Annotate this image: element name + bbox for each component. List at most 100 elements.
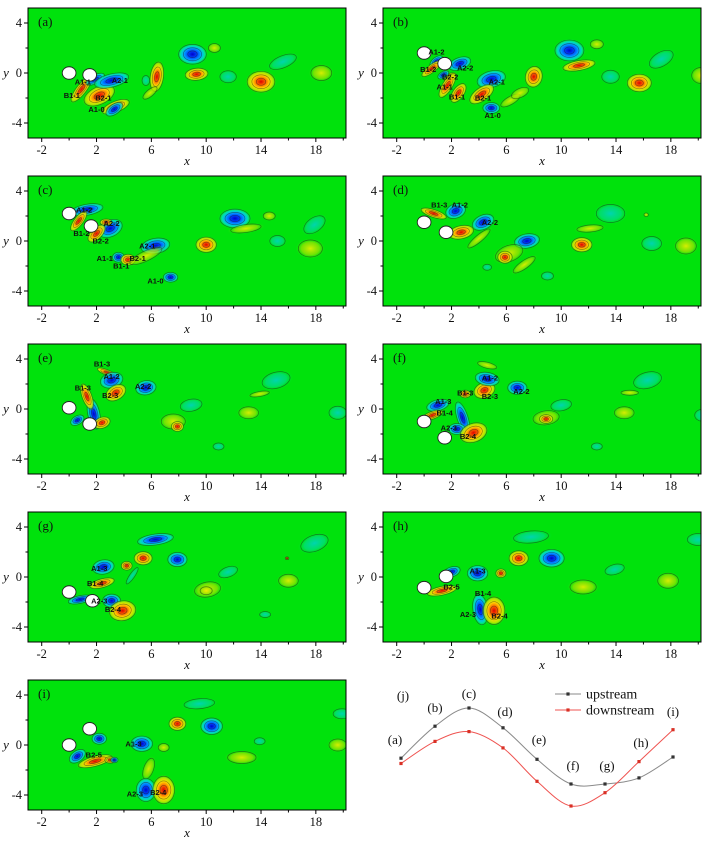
vortex-label: B2-5 (86, 751, 102, 760)
point-labels: (a) (b) (c) (d) (e) (f) (g) (h) (i) (388, 686, 679, 773)
x-axis-label: x (183, 825, 190, 840)
cylinders (61, 66, 97, 82)
vortex-label: A1-2 (76, 205, 92, 214)
x-tick-label: 2 (448, 143, 454, 157)
cylinder (61, 738, 77, 752)
cylinders (416, 569, 454, 595)
vortex-label: B1-1 (449, 92, 465, 101)
panel-label-i: (i) (38, 686, 50, 701)
cylinder (82, 722, 97, 736)
x-axis: -2 2 6 10 14 18 x (391, 474, 699, 504)
vortex-label: A1-3 (435, 397, 451, 406)
vortex-label: A2-2 (513, 387, 529, 396)
y-axis: 4 0 -4 y (356, 184, 383, 298)
vortex-label: B1-4 (437, 408, 454, 417)
cylinder (85, 594, 100, 608)
x-tick-label: 14 (255, 311, 268, 325)
vortex-label: B2-4 (491, 611, 508, 620)
y-tick-label: 0 (16, 570, 22, 584)
vortex-label: B1-1 (64, 91, 80, 100)
x-tick-label: -2 (36, 311, 46, 325)
panel-label-e: (e) (38, 350, 52, 365)
vortex-label: A1-3 (469, 566, 485, 575)
panel-c-plot: A1-2 A2-2 B1-2 B2-2 A2-1 A1-1 B2-1B1-1 A1-0 -2 2 6… (1, 175, 347, 336)
y-tick-label: 0 (16, 234, 22, 248)
x-axis: -2 2 6 10 14 18 x (36, 642, 344, 672)
x-axis-label: x (183, 489, 190, 504)
x-tick-label: -2 (36, 479, 46, 493)
vortex-field (69, 367, 346, 451)
panel-i-plot: B2-5 A1-3 A2-3 B2-4 -2 2 6 10 14 18 x 4 0 -4 y (i) (1, 679, 347, 840)
vortex-label: B2-1 (130, 254, 146, 263)
y-tick-label: -4 (367, 116, 378, 130)
y-axis-label: y (1, 569, 9, 584)
y-tick-label: 4 (371, 520, 378, 534)
vortex-label: A1-3 (91, 564, 107, 573)
cylinders (416, 414, 452, 445)
point-label: (a) (388, 732, 402, 747)
panel-g: A1-3 B1-4 A2-3 B2-4 -2 2 6 10 14 18 x 4 0 -4 y (g) (0, 506, 352, 672)
x-tick-label: 6 (503, 647, 509, 661)
panel-b-plot: A1-2 B1-2 A2-2B2-2A1-1B1-1 A2-1 B2-1 A1-0 -2 2 6… (356, 7, 702, 168)
x-tick-label: 2 (93, 311, 99, 325)
x-tick-label: 6 (148, 143, 154, 157)
vortex-label: B1-3 (457, 388, 473, 397)
x-tick-label: 10 (200, 311, 213, 325)
x-tick-label: 14 (255, 479, 268, 493)
y-tick-label: 0 (16, 738, 22, 752)
x-axis-label: x (538, 657, 545, 672)
y-axis: 4 0 -4 y (1, 16, 28, 130)
x-tick-label: 18 (665, 311, 678, 325)
vortex-labels: A1-2 A2-2 B1-2 B2-2 A2-1 A1-1 B2-1B1-1 A1-0 (73, 205, 163, 285)
vortex-labels: A1-3 B2-5 B1-4 A2-3 B2-4 (443, 566, 508, 620)
vortex-label: A2-2 (482, 218, 498, 227)
y-axis-label: y (1, 401, 9, 416)
cylinders (416, 215, 454, 239)
panel-f-plot: A1-2 B1-3 B2-3 A2-2 A1-3 B1-4 A2-3B2-4 -2 2 6 10 14… (356, 343, 702, 504)
cylinder (416, 580, 432, 595)
vortex-labels: A1-3 B1-4 A2-3B2-4 (87, 564, 122, 614)
y-tick-label: -4 (367, 284, 378, 298)
x-tick-label: 2 (448, 647, 454, 661)
x-tick-label: 2 (448, 311, 454, 325)
x-tick-label: 6 (148, 815, 154, 829)
vortex-label: A1-3 (125, 739, 141, 748)
vortex-labels: B1-3 A1-2 A2-2 (431, 200, 498, 227)
vortex-label: B1-2 (420, 65, 436, 74)
vorticity-field-background (28, 176, 346, 306)
x-axis-label: x (183, 321, 190, 336)
vortex-label: A1-1 (437, 82, 453, 91)
panel-f: A1-2 B1-3 B2-3 A2-2 A1-3 B1-4 A2-3 B2-4 -2 2 6 10 14… (355, 338, 707, 504)
panel-label-f: (f) (393, 350, 406, 365)
x-tick-label: 2 (448, 479, 454, 493)
x-tick-label: 18 (665, 647, 678, 661)
vortex-label: A2-3 (91, 596, 107, 605)
cylinder (416, 46, 432, 60)
vortex-label: A2-2 (103, 219, 119, 228)
x-tick-label: -2 (391, 311, 401, 325)
vortex-label: A1-1 (75, 77, 91, 86)
panel-g-plot: A1-3 B1-4 A2-3B2-4 -2 2 6 10 14 18 x 4 0 -4 y (g) (1, 511, 347, 672)
panel-a: A1-1 A2-1 B1-1 B2-1 A1-0 -2 2 6 10 14 18 x 4 0 -4 y (a) (0, 2, 352, 168)
cylinder (83, 219, 99, 233)
x-axis: -2 2 6 10 14 18 x (391, 642, 699, 672)
panel-i: B2-5 A1-3 A2-3 B2-4 -2 2 6 10 14 18 x 4 0 -4 y (i) (0, 674, 352, 840)
panel-label-h: (h) (393, 518, 408, 533)
x-tick-label: -2 (36, 143, 46, 157)
x-tick-label: -2 (36, 815, 46, 829)
point-label: (e) (532, 732, 546, 747)
y-axis-label: y (356, 233, 364, 248)
x-axis-label: x (183, 153, 190, 168)
x-tick-label: 18 (310, 647, 323, 661)
legend-upstream: upstream (555, 688, 637, 703)
x-tick-label: -2 (391, 143, 401, 157)
vortex-label: B2-1 (475, 94, 491, 103)
x-tick-label: 2 (93, 143, 99, 157)
x-tick-label: 10 (200, 479, 213, 493)
legend-downstream: downstream (555, 704, 655, 719)
cylinder (437, 56, 452, 71)
panel-d: B1-3 A1-2 A2-2 -2 2 6 10 14 18 x 4 0 -4 y (d) (355, 170, 707, 336)
vortex-label: B2-4 (150, 788, 167, 797)
y-tick-label: 4 (16, 688, 23, 702)
